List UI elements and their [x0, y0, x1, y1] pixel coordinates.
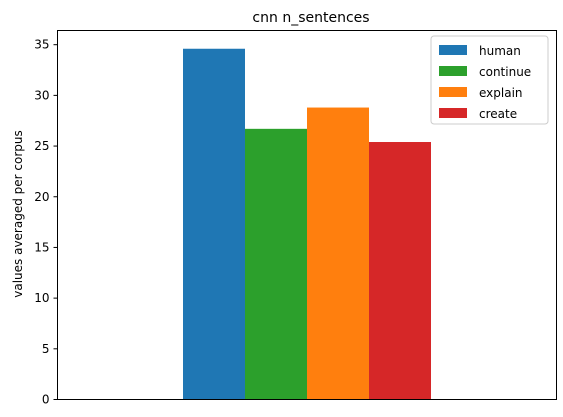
y-tick-label: 10 — [34, 291, 49, 305]
legend-label-create: create — [479, 107, 517, 121]
y-tick-label: 5 — [42, 342, 50, 356]
legend-box — [430, 35, 549, 125]
legend-swatch-create — [439, 108, 467, 118]
bar-create — [369, 142, 431, 400]
bar-continue — [245, 128, 307, 400]
plot-frame — [57, 30, 557, 400]
bar-human — [183, 48, 245, 400]
legend: human continue explain create — [430, 35, 549, 125]
legend-label-explain: explain — [479, 86, 523, 100]
bars-group — [183, 48, 431, 400]
chart-title: cnn n_sentences — [252, 10, 369, 26]
legend-swatch-human — [439, 45, 467, 55]
y-tick-label: 25 — [34, 139, 49, 153]
y-axis-label: values averaged per corpus — [11, 130, 25, 298]
y-tick-label: 35 — [34, 38, 49, 52]
bar-explain — [307, 107, 369, 400]
y-tick-label: 15 — [34, 240, 49, 254]
legend-label-continue: continue — [479, 65, 531, 79]
y-tick-label: 30 — [34, 88, 49, 102]
legend-swatch-continue — [439, 66, 467, 76]
legend-label-human: human — [479, 44, 521, 58]
y-tick-label: 0 — [42, 393, 50, 407]
y-tick-label: 20 — [34, 190, 49, 204]
y-axis: 0 5 10 15 20 25 30 35 — [34, 38, 58, 407]
legend-swatch-explain — [439, 87, 467, 97]
